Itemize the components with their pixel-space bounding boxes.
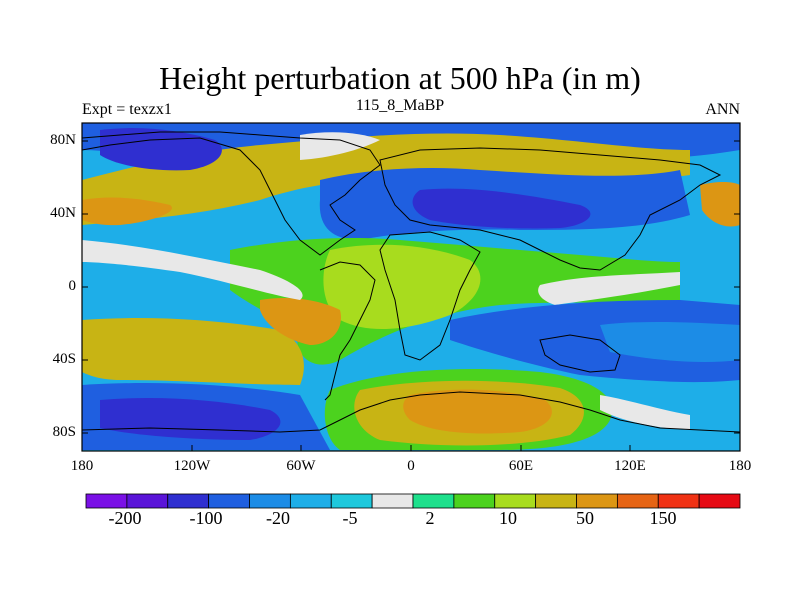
period-label: 115_8_MaBP: [355, 97, 445, 114]
lon-label-120e: 120E: [614, 458, 646, 474]
colorbar-label: -20: [266, 508, 290, 528]
colorbar-label: 2: [425, 508, 435, 528]
southeast-lightblue: [600, 321, 740, 363]
colorbar-swatch: [167, 493, 210, 509]
eurasia-coast: [379, 147, 722, 271]
lon-label-60w: 60W: [286, 458, 316, 474]
eurasia-dark-blue: [412, 188, 591, 229]
colorbar-swatch: [330, 493, 373, 509]
colorbar-label: -200: [108, 508, 142, 528]
south-america-coast: [319, 261, 376, 401]
colorbar: [85, 493, 741, 509]
axis-ticks: [81, 140, 741, 451]
colorbar-swatch: [657, 493, 700, 509]
colorbar-swatch: [412, 493, 455, 509]
colorbar-swatch: [535, 493, 577, 509]
antarctica-coast: [82, 391, 740, 433]
colorbar-label: 50: [576, 508, 594, 528]
colorbar-label: 10: [499, 508, 517, 528]
southeast-blue: [450, 300, 740, 383]
australia-coast: [539, 334, 621, 373]
experiment-label: Expt = texzx1: [82, 101, 172, 118]
africa-coast: [379, 231, 481, 361]
lat-label-80n: 80N: [50, 132, 76, 148]
season-label: ANN: [705, 101, 740, 118]
colorbar-swatch: [698, 493, 741, 509]
zero-strip-1: [82, 240, 303, 300]
lon-label-60e: 60E: [508, 458, 534, 474]
lat-label-80s: 80S: [52, 424, 76, 440]
colorbar-swatch: [126, 493, 169, 509]
colorbar-swatch: [249, 493, 291, 509]
colorbar-label: -100: [189, 508, 223, 528]
colorbar-swatch: [289, 493, 332, 509]
colorbar-swatch: [85, 493, 128, 509]
northeast-orange-patch: [700, 181, 740, 227]
north-yellow-band: [82, 133, 690, 225]
colorbar-swatch: [576, 493, 618, 509]
lon-label-0: 0: [407, 458, 415, 474]
colorbar-swatch: [494, 493, 537, 509]
south-center-yellow: [260, 298, 341, 345]
lon-label-180w: 180: [70, 458, 94, 474]
coastlines: [82, 131, 740, 433]
colorbar-swatch: [371, 493, 414, 509]
colorbar-label: -5: [342, 508, 358, 528]
zero-strip-2: [600, 395, 690, 430]
colorbar-label: 150: [649, 508, 677, 528]
north-america-coast: [82, 131, 381, 256]
lat-label-40n: 40N: [50, 205, 76, 221]
antarctic-orange: [403, 389, 552, 434]
colorbar-swatch: [616, 493, 659, 509]
south-dark-blue: [100, 398, 281, 440]
tropical-light: [538, 272, 680, 305]
lon-label-180e: 180: [728, 458, 752, 474]
contour-field: [82, 123, 740, 451]
lat-label-0: 0: [68, 278, 77, 294]
south-yellow-band: [82, 318, 304, 385]
north-orange-patch: [82, 197, 172, 226]
lat-label-40s: 40S: [52, 351, 76, 367]
colorbar-swatch: [208, 493, 250, 509]
tropical-yellowgreen: [323, 244, 481, 330]
lon-label-120w: 120W: [173, 458, 211, 474]
colorbar-swatch: [453, 493, 496, 509]
plot-title: Height perturbation at 500 hPa (in m): [159, 60, 641, 96]
